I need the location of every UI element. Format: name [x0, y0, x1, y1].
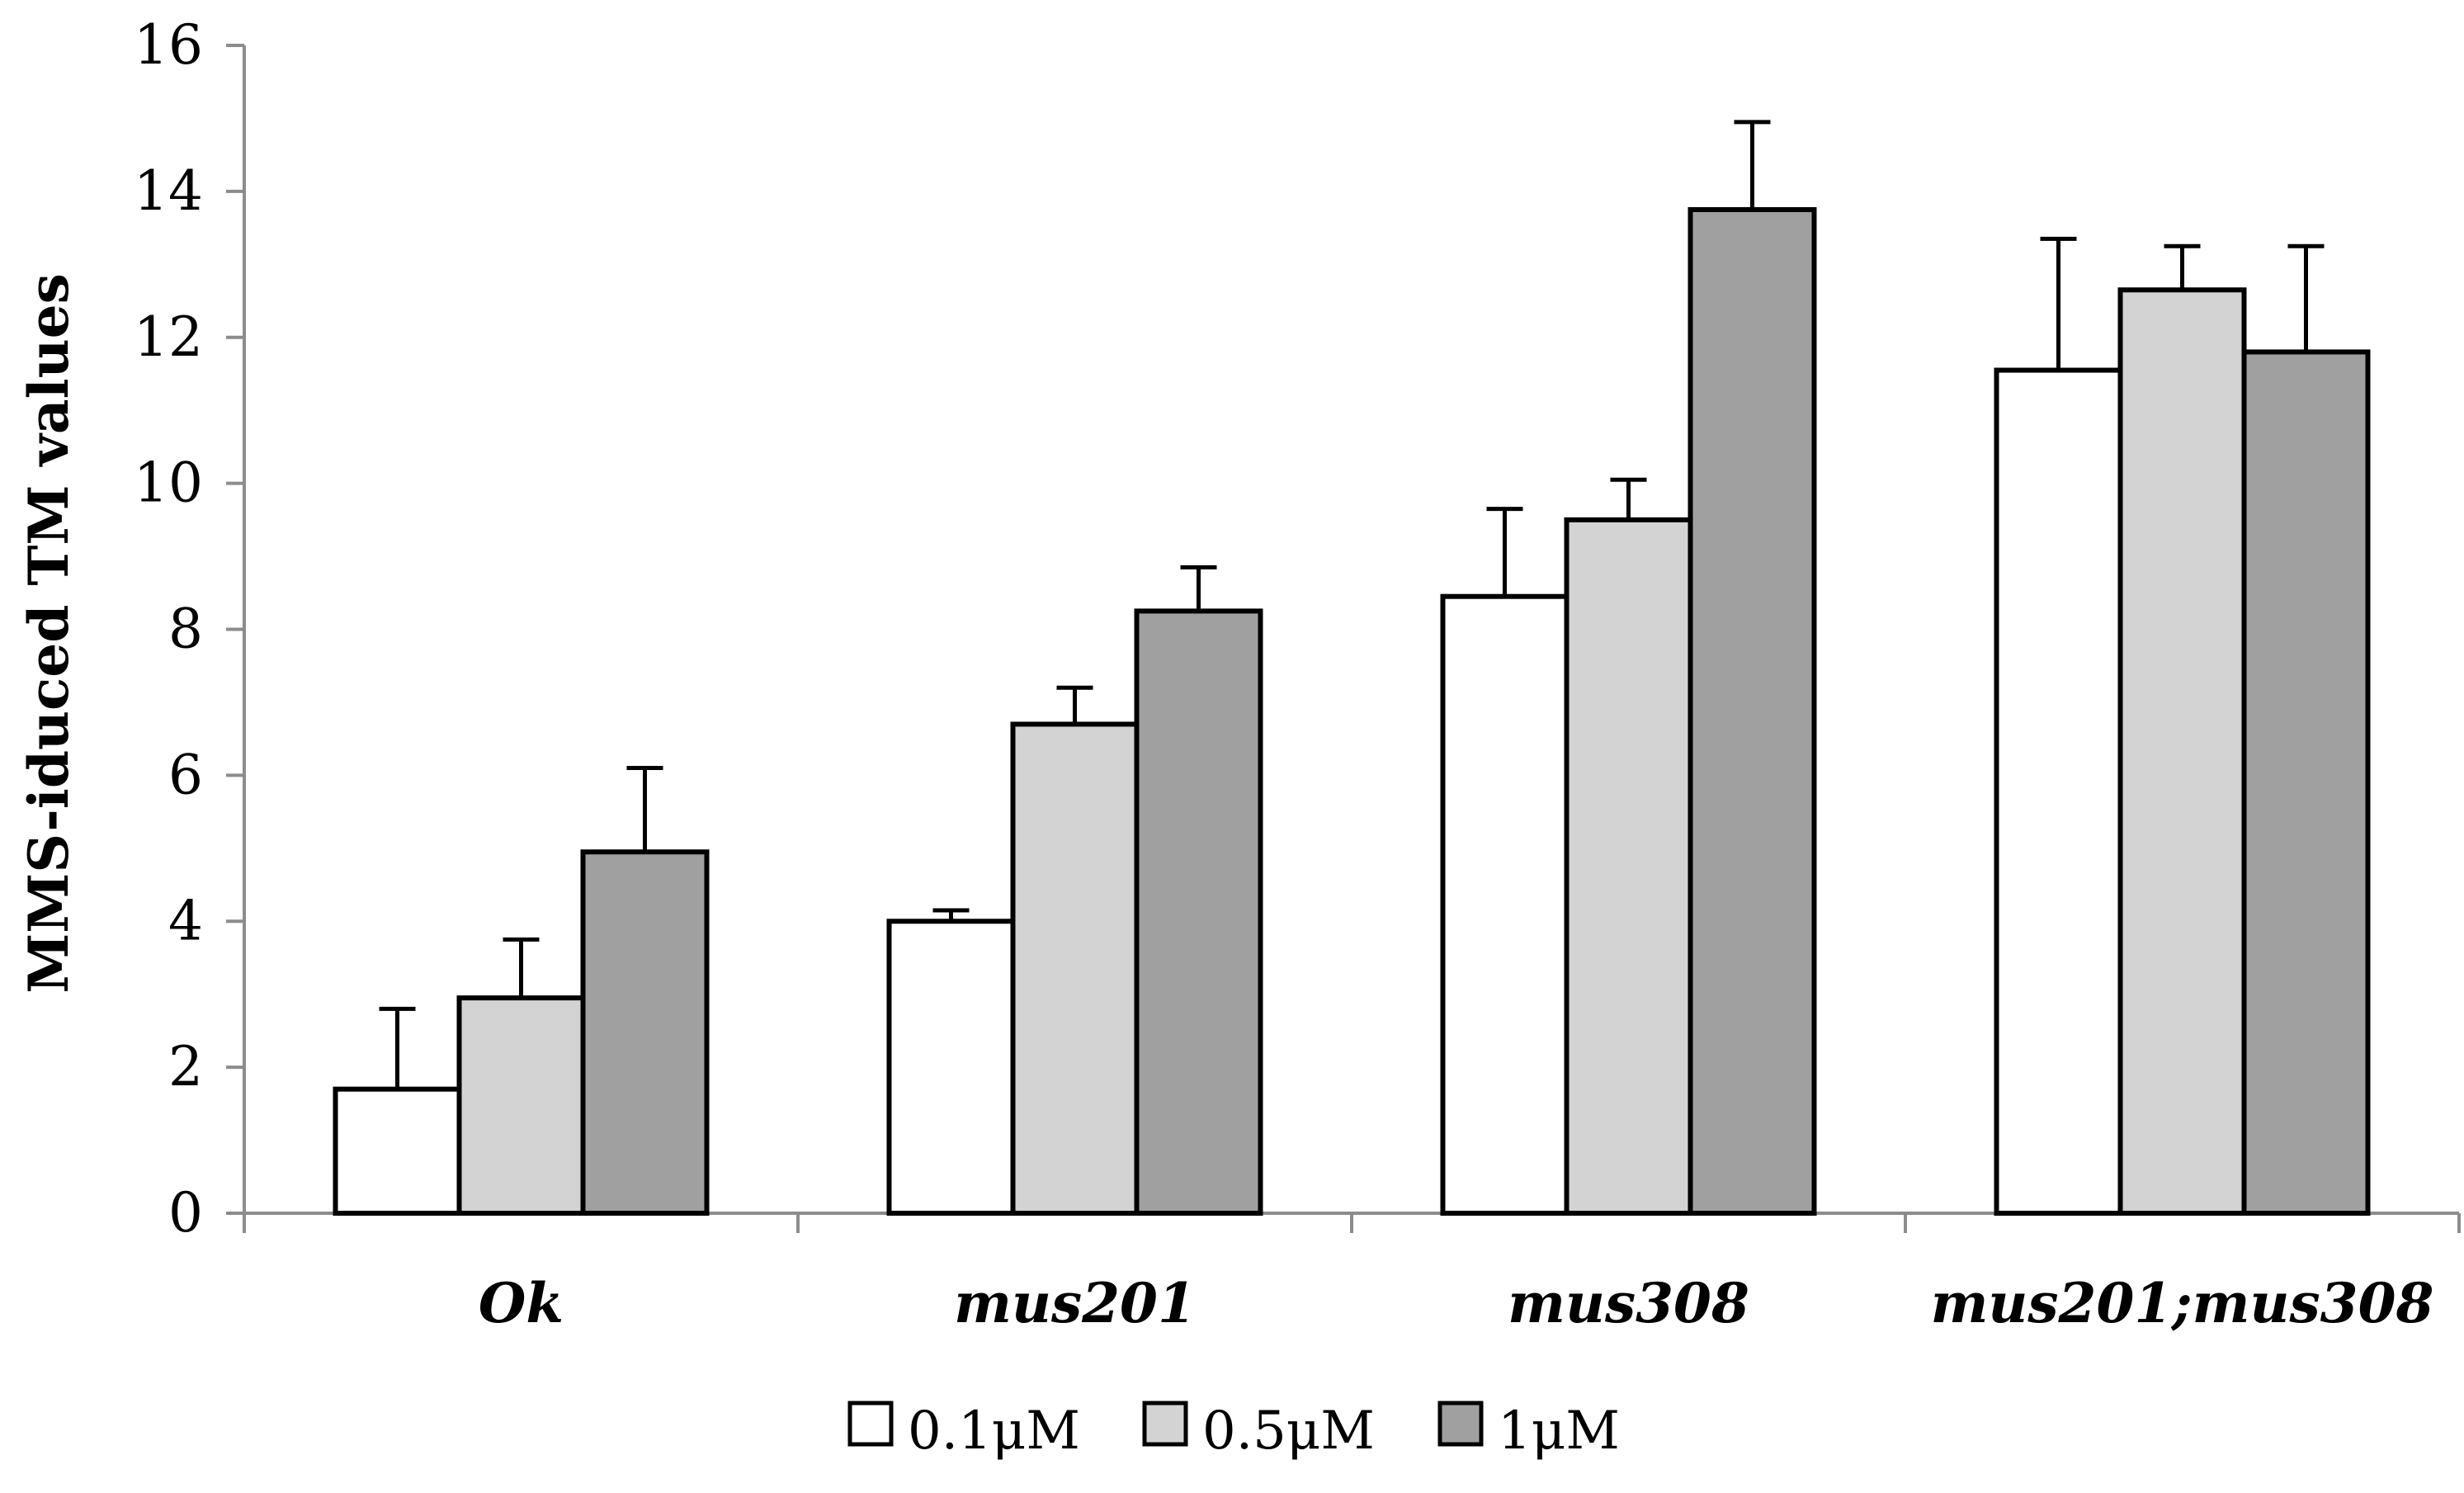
y-tick-label: 8 — [168, 598, 203, 661]
x-tick-label: Ok — [479, 1271, 564, 1335]
legend-label: 0.1μM — [908, 1401, 1080, 1462]
bar — [1134, 608, 1263, 1216]
bar — [1994, 367, 2123, 1216]
y-axis-label: MMS-iduced TM values — [17, 273, 81, 994]
bar — [1010, 721, 1140, 1216]
legend-label: 1μM — [1498, 1401, 1620, 1462]
y-tick-label: 14 — [134, 159, 203, 223]
bar — [580, 849, 710, 1216]
legend-label: 0.5μM — [1202, 1401, 1375, 1462]
bar — [456, 995, 586, 1216]
y-tick-label: 4 — [168, 889, 203, 952]
error-bars — [379, 120, 2325, 1089]
y-tick-label: 2 — [168, 1035, 203, 1098]
bar — [886, 919, 1016, 1216]
bar — [1564, 517, 1693, 1216]
bars — [333, 206, 2371, 1216]
y-tick-label: 12 — [134, 305, 203, 369]
bar — [2241, 349, 2371, 1216]
x-tick-label: mus201;mus308 — [1931, 1271, 2434, 1335]
legend-swatch — [1142, 1401, 1188, 1447]
x-tick-label: mus201 — [954, 1271, 1196, 1335]
legend: 0.1μM 0.5μM 1μM — [847, 1401, 1620, 1462]
y-tick-label: 0 — [168, 1181, 203, 1245]
bar — [1688, 206, 1817, 1216]
y-tick-label: 16 — [134, 13, 203, 77]
y-axis: 0 2 4 6 8 10 12 14 16 — [134, 13, 246, 1245]
x-tick-label: mus308 — [1508, 1271, 1749, 1335]
legend-swatch — [1437, 1401, 1484, 1447]
bar — [2117, 287, 2247, 1216]
y-tick-label: 6 — [168, 743, 203, 806]
legend-swatch — [847, 1401, 894, 1447]
bar — [333, 1086, 462, 1216]
x-axis: Ok mus201 mus308 mus201;mus308 — [243, 1212, 2461, 1335]
bar — [1440, 593, 1570, 1216]
y-tick-label: 10 — [134, 451, 203, 515]
